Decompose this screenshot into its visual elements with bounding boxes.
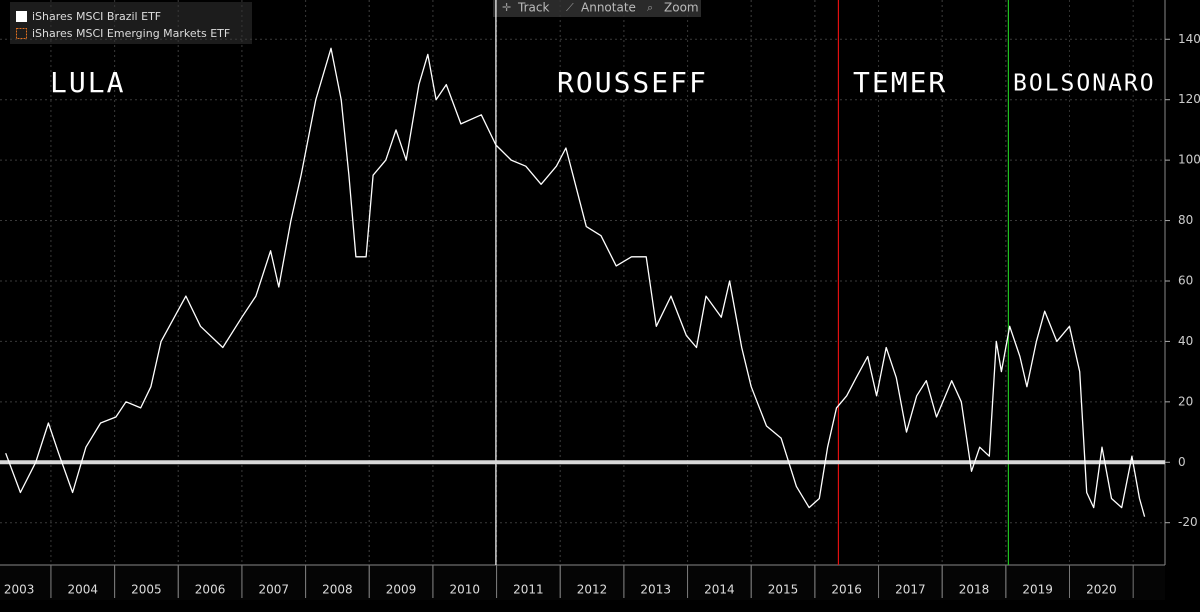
x-tick-label: 2013 <box>640 583 671 597</box>
y-tick-label: 100 <box>1178 153 1200 167</box>
term-label: ROUSSEFF <box>557 66 708 99</box>
x-tick-label: 2006 <box>195 583 226 597</box>
legend-label: iShares MSCI Brazil ETF <box>32 10 161 23</box>
x-tick-label: 2005 <box>131 583 162 597</box>
y-tick-label: 0 <box>1178 455 1186 469</box>
y-tick-label: 60 <box>1178 273 1193 287</box>
x-tick-label: 2009 <box>386 583 417 597</box>
x-tick-label: 2014 <box>704 583 735 597</box>
legend-label: iShares MSCI Emerging Markets ETF <box>32 27 230 40</box>
x-tick-label: 2011 <box>513 583 544 597</box>
annotate-button[interactable]: Annotate <box>581 1 636 15</box>
x-tick-label: 2018 <box>959 583 990 597</box>
term-label: TEMER <box>853 66 947 99</box>
legend-swatch <box>16 28 27 39</box>
x-tick-label: 2012 <box>577 583 608 597</box>
legend-box <box>10 2 252 44</box>
x-axis-strip <box>0 565 1165 600</box>
term-label: LULA <box>50 66 125 99</box>
y-tick-label: -20 <box>1178 515 1198 529</box>
y-tick-label: 140 <box>1178 32 1200 46</box>
toolbar: ✛ Track ⟋ Annotate ⌕ Zoom <box>493 0 701 17</box>
x-tick-label: 2020 <box>1086 583 1117 597</box>
x-tick-label: 2008 <box>322 583 353 597</box>
track-button[interactable]: Track <box>517 1 549 15</box>
y-tick-label: 120 <box>1178 92 1200 106</box>
legend-swatch <box>16 11 27 22</box>
y-tick-label: 80 <box>1178 213 1193 227</box>
x-tick-label: 2004 <box>67 583 98 597</box>
x-tick-label: 2015 <box>768 583 799 597</box>
x-tick-label: 2007 <box>258 583 289 597</box>
x-tick-label: 2017 <box>895 583 926 597</box>
zoom-icon: ⌕ <box>647 1 653 14</box>
term-label: BOLSONARO <box>1013 71 1156 97</box>
x-tick-label: 2003 <box>4 583 35 597</box>
track-icon: ✛ <box>502 1 511 14</box>
annotate-icon: ⟋ <box>566 1 574 14</box>
x-tick-label: 2010 <box>449 583 480 597</box>
y-tick-label: 20 <box>1178 394 1193 408</box>
zoom-button[interactable]: Zoom <box>664 1 699 15</box>
series-line <box>5 47 1146 517</box>
toolbar-bg <box>493 0 701 17</box>
x-tick-label: 2016 <box>831 583 862 597</box>
x-tick-label: 2019 <box>1022 583 1053 597</box>
y-tick-label: 40 <box>1178 334 1193 348</box>
